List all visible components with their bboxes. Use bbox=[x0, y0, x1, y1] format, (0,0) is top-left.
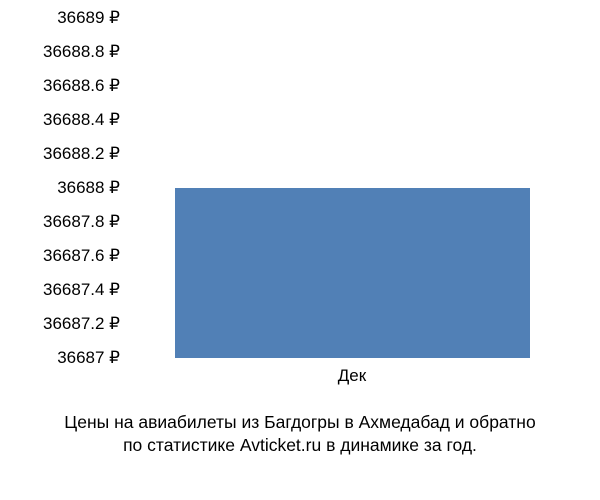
plot-area bbox=[125, 18, 580, 358]
y-tick-label: 36687 ₽ bbox=[10, 348, 120, 368]
y-tick-label: 36687.2 ₽ bbox=[10, 314, 120, 334]
y-tick-label: 36688.4 ₽ bbox=[10, 110, 120, 130]
y-tick-label: 36689 ₽ bbox=[10, 8, 120, 28]
price-chart: 36689 ₽ 36688.8 ₽ 36688.6 ₽ 36688.4 ₽ 36… bbox=[0, 0, 600, 500]
caption-line-2: по статистике Avticket.ru в динамике за … bbox=[0, 434, 600, 458]
y-tick-label: 36688.2 ₽ bbox=[10, 144, 120, 164]
y-tick-label: 36688.6 ₽ bbox=[10, 76, 120, 96]
caption-line-1: Цены на авиабилеты из Багдогры в Ахмедаб… bbox=[0, 411, 600, 435]
y-tick-label: 36687.4 ₽ bbox=[10, 280, 120, 300]
y-tick-label: 36688.8 ₽ bbox=[10, 42, 120, 62]
y-tick-label: 36687.8 ₽ bbox=[10, 212, 120, 232]
y-tick-label: 36688 ₽ bbox=[10, 178, 120, 198]
x-tick-label: Дек bbox=[338, 366, 366, 386]
y-tick-label: 36687.6 ₽ bbox=[10, 246, 120, 266]
chart-caption: Цены на авиабилеты из Багдогры в Ахмедаб… bbox=[0, 411, 600, 458]
bar-dec bbox=[175, 188, 530, 358]
